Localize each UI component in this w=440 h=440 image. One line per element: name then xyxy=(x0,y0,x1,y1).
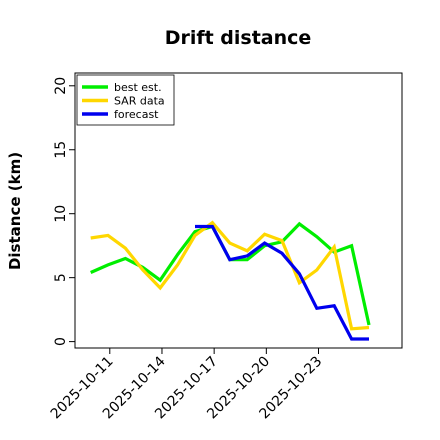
legend-entry: SAR data xyxy=(114,95,165,108)
series-line-sar-data xyxy=(90,220,370,331)
legend-entry: best est. xyxy=(114,81,162,94)
series-line-best-est xyxy=(90,221,371,326)
plot-area xyxy=(90,220,371,341)
series-line-forecast xyxy=(195,224,369,341)
y-tick-label: 10 xyxy=(53,205,69,223)
legend-entry: forecast xyxy=(114,108,159,121)
y-axis: 0 5 10 15 20 xyxy=(53,77,75,346)
chart-title: Drift distance xyxy=(165,27,312,49)
legend-box xyxy=(76,74,175,126)
y-tick-label: 0 xyxy=(53,337,69,346)
plot-frame xyxy=(74,72,403,349)
y-tick-label: 5 xyxy=(53,273,69,282)
y-tick-label: 15 xyxy=(53,141,69,159)
x-axis: 2025-10-112025-10-142025-10-172025-10-20… xyxy=(48,348,325,422)
y-tick-label: 20 xyxy=(53,77,69,95)
y-axis-label: Distance (km) xyxy=(6,152,24,270)
